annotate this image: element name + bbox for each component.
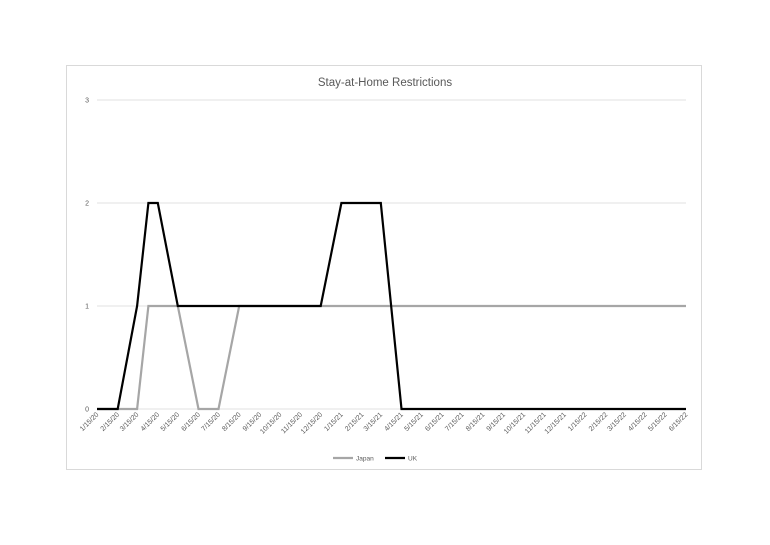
x-tick-label: 8/15/20 [221,411,243,433]
x-tick-label: 2/15/22 [588,411,610,433]
y-axis-ticks: 0 1 2 3 [85,98,89,414]
y-tick-label: 3 [85,98,89,105]
x-tick-label: 6/15/22 [668,411,690,433]
x-tick-label: 4/15/21 [383,411,405,433]
x-tick-label: 3/15/20 [119,411,141,433]
gridlines [97,99,686,410]
x-tick-label: 5/15/21 [403,411,425,433]
x-tick-label: 4/15/22 [627,411,649,433]
series-line-japan [97,304,686,411]
x-tick-label: 10/15/20 [259,411,283,435]
x-tick-label: 7/15/21 [444,411,466,433]
legend-label-japan: Japan [356,456,374,463]
x-tick-label: 12/15/20 [300,411,324,435]
series-line-uk [97,201,686,411]
series-lines [97,201,686,411]
x-tick-label: 4/15/20 [140,411,162,433]
x-tick-label: 5/15/22 [647,411,669,433]
x-tick-label: 7/15/20 [200,411,222,433]
x-tick-label: 8/15/21 [465,411,487,433]
legend: Japan UK [333,456,418,463]
x-tick-label: 12/15/21 [544,411,568,435]
x-tick-label: 2/15/21 [344,411,366,433]
x-tick-label: 6/15/21 [424,411,446,433]
y-tick-label: 2 [85,201,89,208]
x-tick-label: 1/15/20 [79,411,101,433]
x-tick-label: 3/15/21 [363,411,385,433]
x-tick-label: 6/15/20 [180,411,202,433]
x-tick-label: 3/15/22 [607,411,629,433]
x-tick-label: 1/15/22 [567,411,589,433]
chart-title: Stay-at-Home Restrictions [318,77,452,89]
x-tick-label: 1/15/21 [323,411,345,433]
legend-label-uk: UK [408,456,418,463]
y-tick-label: 0 [85,407,89,414]
x-tick-label: 10/15/21 [503,411,527,435]
x-tick-label: 5/15/20 [160,411,182,433]
x-axis-ticks: 1/15/20 2/15/203/15/20 4/15/205/15/20 6/15/… [79,411,690,435]
x-tick-label: 2/15/20 [100,411,122,433]
y-tick-label: 1 [85,304,89,311]
